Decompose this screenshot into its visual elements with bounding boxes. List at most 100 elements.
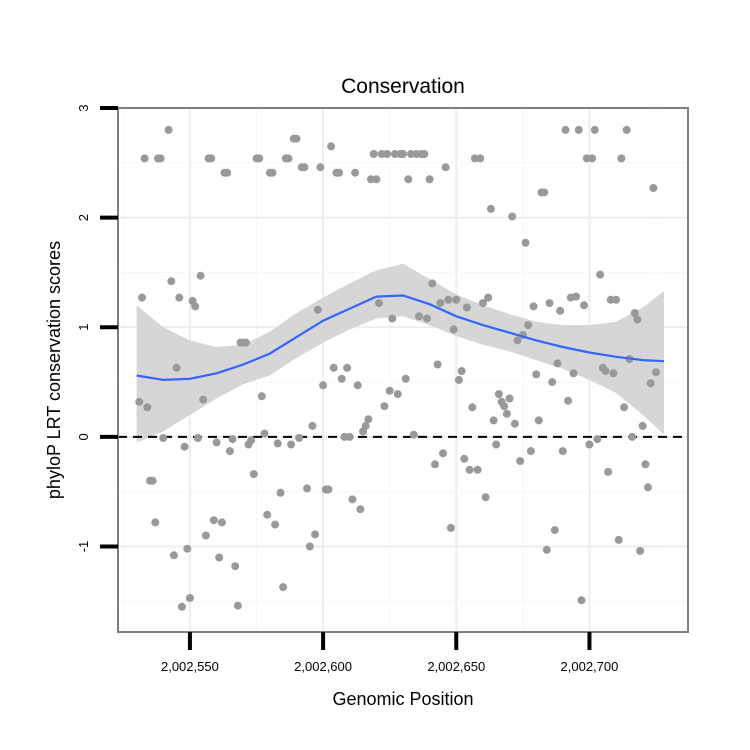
data-point [345, 432, 354, 441]
x-tick-label: 2,002,550 [161, 659, 219, 674]
data-point [313, 305, 322, 314]
data-point [446, 523, 455, 532]
data-point [369, 150, 378, 158]
data-point [580, 301, 589, 310]
confidence-ribbon [136, 263, 665, 443]
data-point [484, 293, 493, 302]
data-point [143, 403, 152, 412]
data-point [604, 467, 613, 476]
data-point [201, 531, 210, 540]
data-point [476, 154, 485, 163]
data-point [500, 402, 509, 411]
data-point [428, 279, 437, 288]
data-point [636, 546, 645, 555]
data-point [577, 596, 586, 605]
data-point [478, 299, 487, 308]
data-point [486, 204, 495, 213]
data-point [255, 154, 264, 163]
data-point [193, 434, 202, 442]
plot-panel [117, 107, 689, 633]
data-point [385, 386, 394, 395]
data-point [431, 460, 439, 469]
data-point [585, 440, 594, 449]
data-point [532, 370, 541, 379]
data-point [324, 485, 333, 494]
data-point [247, 436, 256, 445]
y-tick-label: 2 [76, 214, 91, 221]
data-point [177, 602, 186, 611]
data-point [513, 336, 522, 345]
data-point [612, 295, 621, 304]
data-point [273, 439, 282, 448]
smooth-trend-line [136, 294, 665, 382]
data-point [622, 125, 631, 134]
data-point [529, 302, 538, 311]
data-point [305, 542, 314, 551]
data-point [159, 434, 168, 442]
data-point [630, 309, 639, 317]
data-point [167, 277, 176, 286]
data-point [401, 374, 410, 383]
data-point [441, 163, 450, 172]
data-point [436, 299, 445, 308]
data-point [494, 390, 503, 399]
data-point [172, 363, 181, 372]
data-point [271, 520, 280, 529]
data-point [207, 154, 216, 163]
data-point [564, 396, 573, 405]
data-point [439, 449, 447, 458]
data-point [433, 360, 442, 369]
data-point [151, 518, 160, 527]
data-point [596, 270, 605, 279]
data-point [356, 505, 365, 514]
data-point [569, 369, 578, 378]
data-point [540, 188, 549, 197]
data-point [524, 321, 533, 330]
data-point [241, 338, 250, 347]
data-point [191, 302, 200, 311]
data-point [572, 292, 581, 301]
data-point [225, 447, 234, 456]
data-point [593, 435, 602, 444]
data-point [393, 390, 402, 399]
y-tick-label: 1 [76, 324, 91, 331]
data-point [361, 421, 370, 430]
data-point [348, 495, 357, 504]
data-point [516, 457, 525, 465]
data-point [388, 314, 397, 323]
data-point [633, 315, 642, 324]
data-point [399, 150, 407, 158]
data-point [138, 293, 146, 302]
data-point [140, 154, 149, 163]
data-points [135, 125, 660, 611]
data-point [614, 535, 623, 544]
data-point [553, 359, 562, 368]
data-point [404, 175, 413, 184]
data-point [601, 367, 610, 376]
data-point [327, 142, 336, 151]
data-point [548, 378, 557, 387]
data-point [449, 325, 458, 334]
panel-border [117, 107, 689, 633]
data-point [169, 551, 178, 560]
x-tick-label: 2,002,700 [561, 659, 619, 674]
y-tick-label: 3 [76, 104, 91, 111]
data-point [556, 306, 565, 315]
data-point [180, 442, 189, 451]
data-point [337, 374, 346, 383]
data-point [148, 476, 157, 485]
data-point [372, 175, 381, 184]
data-point [231, 562, 240, 571]
data-point [452, 295, 461, 304]
data-point [303, 484, 312, 493]
data-point [617, 154, 626, 163]
data-point [646, 379, 655, 388]
data-point [215, 553, 224, 562]
data-point [550, 526, 559, 535]
data-point [457, 367, 466, 376]
x-axis-title: Genomic Position [332, 689, 473, 709]
data-point [588, 154, 597, 163]
x-axis: 2,002,550 2,002,600 2,002,650 2,002,700 [161, 632, 618, 674]
data-point [473, 465, 482, 474]
data-point [558, 447, 567, 456]
